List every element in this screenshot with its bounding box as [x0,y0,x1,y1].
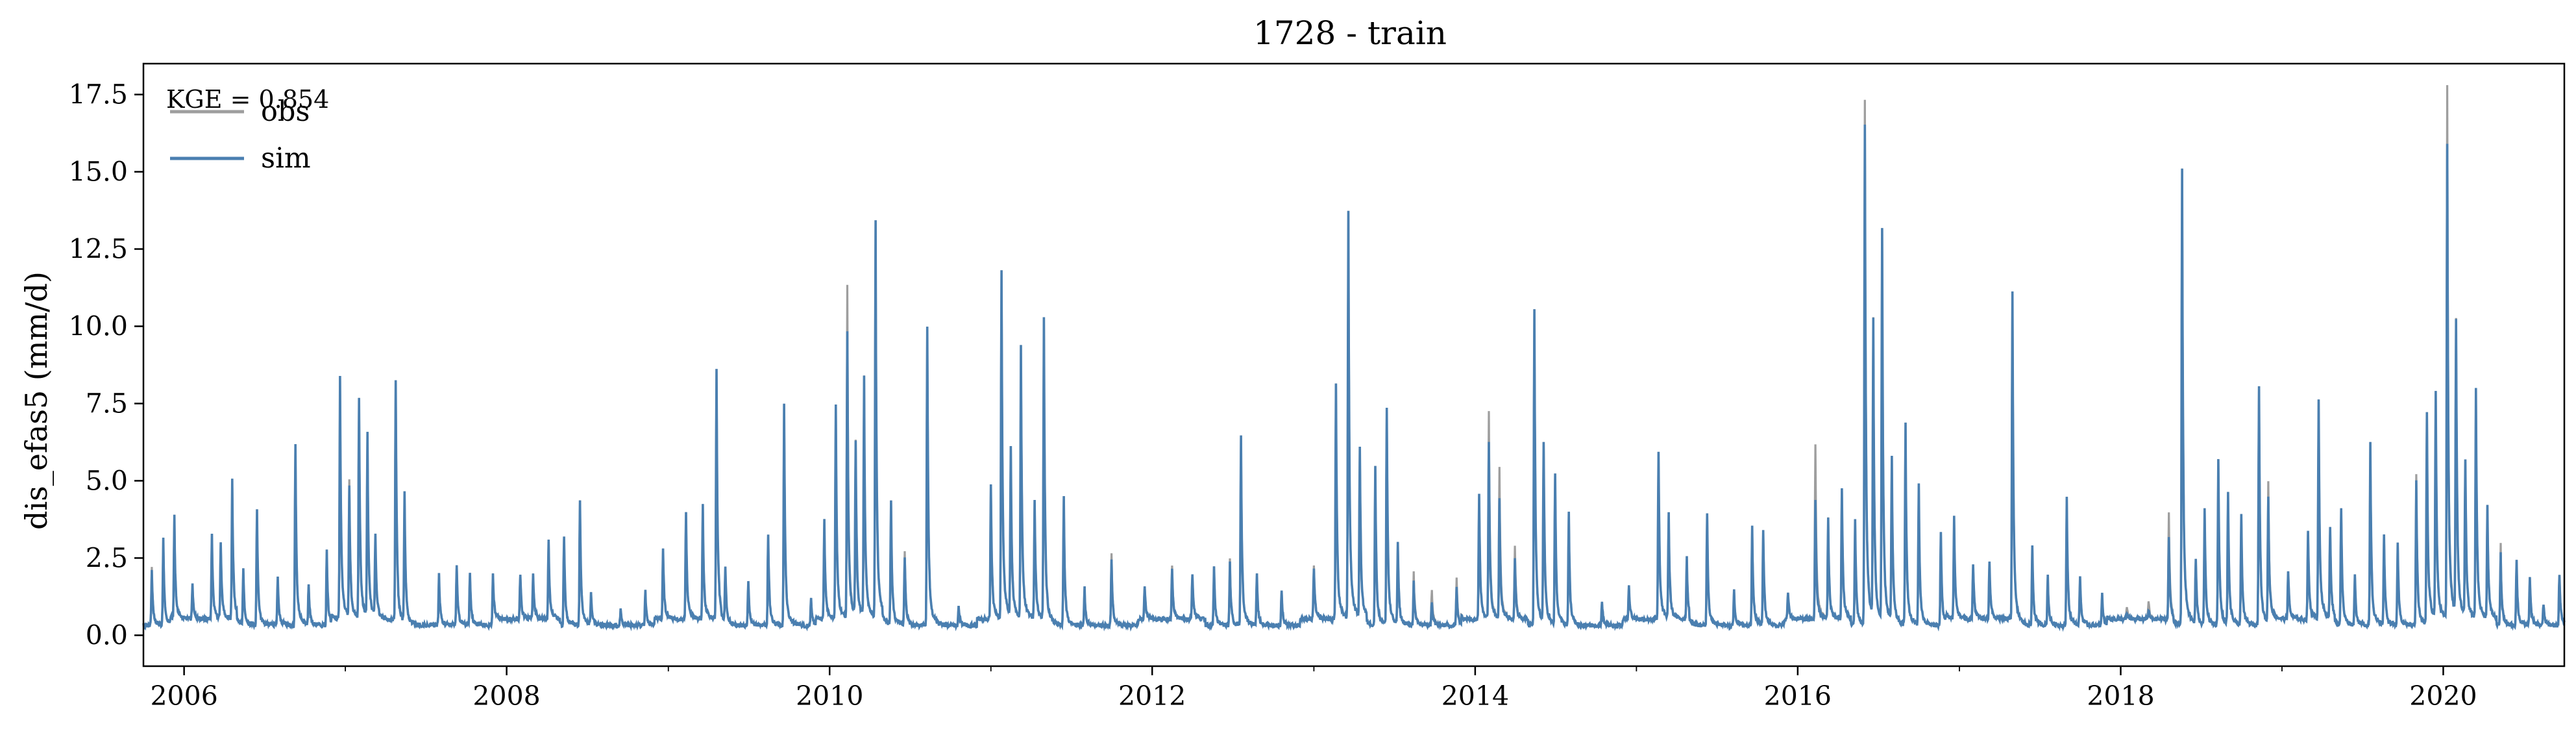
kge-annotation: KGE = 0.854 [166,85,329,114]
legend-obs-label: obs [261,95,310,128]
y-tick-label: 15.0 [69,156,128,188]
legend: obs sim [170,95,311,175]
x-tick-label: 2016 [1764,680,1832,712]
y-tick-label: 7.5 [86,388,128,419]
chart-title: 1728 - train [1253,14,1447,52]
plot-frame [142,62,2566,667]
series-layer [142,85,2566,632]
axes-layer: 0.0 2.5 5.0 7.5 10.0 12.5 15.0 17.5 2006 2008 2010… [69,79,2477,712]
x-tick-label: 2018 [2087,680,2154,712]
x-tick-label: 2010 [796,680,863,712]
sim-series-line [142,124,2566,632]
x-tick-label: 2012 [1118,680,1186,712]
x-tick-label: 2020 [2409,680,2477,712]
y-axis-label: dis_efas5 (mm/d) [19,271,54,530]
y-tick-label: 10.0 [69,311,128,342]
y-tick-label: 2.5 [86,542,128,573]
y-tick-label: 0.0 [86,619,128,651]
y-tick-label: 5.0 [86,465,128,496]
y-tick-label: 12.5 [69,234,128,265]
x-tick-label: 2006 [150,680,217,712]
y-tick-label: 17.5 [69,79,128,110]
legend-sim-label: sim [261,142,311,175]
x-tick-label: 2008 [472,680,540,712]
x-tick-label: 2014 [1441,680,1509,712]
